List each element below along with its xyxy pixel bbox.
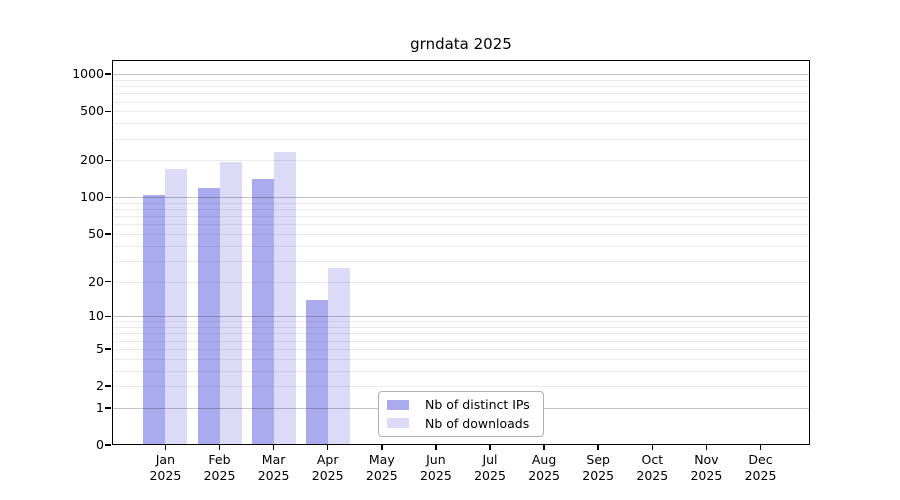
minor-gridline <box>112 160 810 162</box>
x-axis-tick-mark <box>218 445 221 450</box>
y-axis-tick-label: 100 <box>80 189 104 205</box>
legend-item-downloads: Nb of downloads <box>387 416 535 431</box>
x-axis-tick-mark <box>705 445 708 450</box>
y-axis-tick-label: 1000 <box>72 66 104 82</box>
x-axis-tick-label: Apr 2025 <box>311 452 344 483</box>
legend-swatch-distinct-ips-icon <box>387 400 409 410</box>
y-axis-tick-mark <box>105 280 111 283</box>
y-axis-tick-label: 5 <box>96 340 104 356</box>
y-axis-tick-label: 0 <box>96 437 104 452</box>
y-axis-tick-label: 10 <box>88 308 104 324</box>
y-axis-tick-mark <box>105 315 111 318</box>
bar-downloads <box>273 151 296 445</box>
x-axis-tick-label: Oct 2025 <box>636 452 669 483</box>
y-axis-tick-mark <box>105 159 111 162</box>
x-axis-tick-mark <box>164 445 167 450</box>
minor-gridline <box>112 93 810 95</box>
legend-swatch-downloads-icon <box>387 418 409 428</box>
legend-item-distinct-ips: Nb of distinct IPs <box>387 397 535 412</box>
minor-gridline <box>112 101 810 103</box>
x-axis-tick-mark <box>597 445 599 450</box>
legend: Nb of distinct IPs Nb of downloads <box>378 391 544 437</box>
bar-downloads <box>327 268 350 445</box>
minor-gridline <box>112 86 810 88</box>
legend-label-distinct-ips: Nb of distinct IPs <box>425 397 530 413</box>
x-axis-tick-mark <box>543 445 545 450</box>
bar-distinct-ips <box>251 179 274 445</box>
y-axis-tick-mark <box>105 110 111 113</box>
x-axis-tick-label: Jul 2025 <box>474 452 506 483</box>
bar-downloads <box>165 169 188 445</box>
y-axis-tick-label: 20 <box>88 273 104 289</box>
plot-area <box>112 60 810 445</box>
y-axis-tick-mark <box>105 196 111 199</box>
x-axis-tick-label: Feb 2025 <box>203 452 236 483</box>
y-axis-tick-label: 2 <box>96 378 104 394</box>
x-axis-tick-mark <box>489 445 491 450</box>
y-axis-tick-label: 50 <box>88 225 104 241</box>
x-axis-tick-label: Dec 2025 <box>744 452 777 483</box>
x-axis-tick-label: Jan 2025 <box>149 452 182 483</box>
legend-label-downloads: Nb of downloads <box>425 415 530 431</box>
x-axis-tick-label: Nov 2025 <box>690 452 723 483</box>
y-axis-tick-label: 500 <box>80 103 104 119</box>
x-axis-tick-mark <box>326 445 329 450</box>
x-axis-tick-label: Aug 2025 <box>528 452 560 483</box>
x-axis-tick-label: Mar 2025 <box>257 452 290 483</box>
x-axis-tick-mark <box>651 445 654 450</box>
y-axis-tick-mark <box>105 233 111 235</box>
bar-distinct-ips <box>143 195 166 445</box>
minor-gridline <box>112 138 810 140</box>
chart-title: grndata 2025 <box>410 35 512 53</box>
y-axis-tick-label: 1 <box>96 399 104 415</box>
y-axis-tick-mark <box>105 348 111 350</box>
bar-distinct-ips <box>197 188 220 445</box>
y-axis-tick-label: 200 <box>80 152 104 168</box>
y-axis-tick-mark <box>105 407 111 409</box>
x-axis-tick-mark <box>272 445 275 450</box>
bar-distinct-ips <box>305 299 328 445</box>
minor-gridline <box>112 111 810 113</box>
minor-gridline <box>112 79 810 81</box>
x-axis-tick-mark <box>759 445 762 450</box>
y-axis-tick-mark <box>105 385 111 387</box>
minor-gridline <box>112 123 810 125</box>
x-axis-tick-label: Sep 2025 <box>582 452 615 483</box>
x-axis-tick-mark <box>381 445 383 450</box>
x-axis-tick-mark <box>435 445 437 450</box>
major-gridline <box>112 74 810 76</box>
x-axis-tick-label: May 2025 <box>365 452 398 483</box>
x-axis-tick-label: Jun 2025 <box>419 452 452 483</box>
bar-downloads <box>219 161 242 445</box>
y-axis-tick-mark <box>105 73 111 75</box>
y-axis-tick-mark <box>105 444 111 446</box>
